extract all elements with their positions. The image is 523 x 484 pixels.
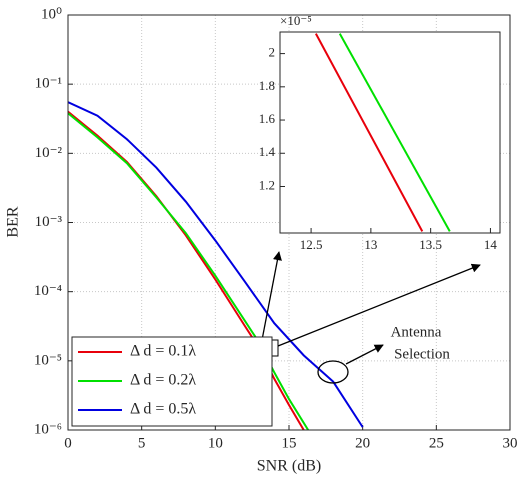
series-line <box>338 33 451 232</box>
inset-frame <box>279 31 501 234</box>
y-axis-label: BER <box>5 206 22 237</box>
y-tick-label: 1.4 <box>259 144 276 159</box>
x-axis-label: SNR (dB) <box>257 458 321 475</box>
y-tick-label: 10⁻⁵ <box>34 352 62 368</box>
arrow <box>261 251 282 341</box>
legend-label: Δ d = 0.5λ <box>130 401 196 418</box>
y-tick-label: 1.2 <box>259 177 275 192</box>
y-tick-label: 10⁰ <box>41 6 62 22</box>
y-tick-label: 10⁻³ <box>35 214 63 230</box>
x-tick-label: 13 <box>364 237 377 252</box>
annotation: Antenna <box>391 324 442 340</box>
y-tick-label: 2 <box>269 45 276 60</box>
x-tick-label: 12.5 <box>300 237 323 252</box>
legend-label: Δ d = 0.1λ <box>130 343 196 360</box>
y-tick-label: 10⁻⁴ <box>34 283 62 299</box>
series-line <box>68 101 364 428</box>
series-line <box>314 33 424 232</box>
series-line <box>68 110 305 430</box>
arrow <box>277 263 481 347</box>
annotation: Selection <box>394 346 450 362</box>
x-tick-label: 20 <box>355 435 370 451</box>
x-tick-label: 15 <box>282 435 297 451</box>
x-tick-label: 10 <box>208 435 223 451</box>
y-tick-label: 10⁻¹ <box>35 76 62 92</box>
x-tick-label: 30 <box>503 435 518 451</box>
y-tick-label: 10⁻² <box>35 145 63 161</box>
lines <box>314 33 451 232</box>
legend-label: Δ d = 0.2λ <box>130 372 196 389</box>
x-tick-label: 13.5 <box>419 237 442 252</box>
inset-area <box>280 32 500 233</box>
y-tick-label: 10⁻⁶ <box>34 421 62 437</box>
y-tick-label: 1.6 <box>259 111 276 126</box>
x-tick-label: 5 <box>138 435 146 451</box>
lines <box>68 101 364 430</box>
arrow <box>345 344 384 365</box>
selection-ellipse <box>317 360 349 384</box>
x-tick-label: 0 <box>64 435 72 451</box>
exponent-label: ×10⁻⁵ <box>280 13 312 28</box>
x-tick-label: 14 <box>484 237 498 252</box>
x-tick-label: 25 <box>429 435 444 451</box>
y-tick-label: 1.8 <box>259 78 275 93</box>
series-line <box>68 112 310 430</box>
axes-frame <box>67 14 511 431</box>
